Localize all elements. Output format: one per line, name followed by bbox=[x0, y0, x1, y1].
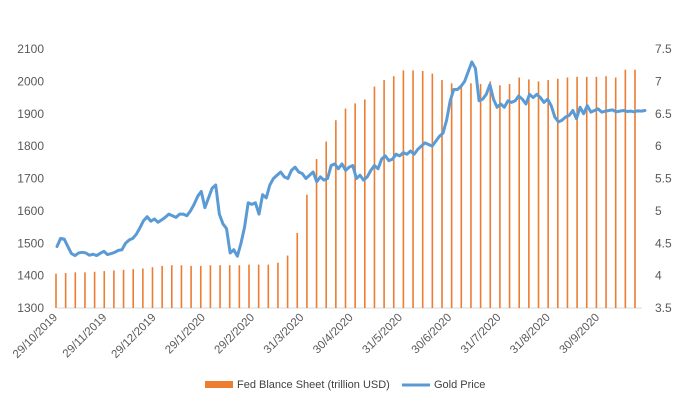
fed-balance-bar bbox=[190, 265, 192, 308]
fed-balance-bar bbox=[576, 76, 578, 308]
fed-balance-bar bbox=[518, 77, 520, 309]
fed-balance-bar bbox=[354, 103, 356, 308]
x-tick-label: 29/2/2020 bbox=[213, 312, 258, 357]
fed-balance-bar bbox=[286, 255, 289, 308]
fed-balance-bar bbox=[199, 265, 202, 308]
fed-balance-bar bbox=[441, 80, 443, 308]
fed-balance-bar bbox=[151, 267, 154, 308]
y-right-tick-label: 6.5 bbox=[655, 107, 672, 121]
fed-balance-bar bbox=[306, 194, 308, 308]
fed-balance-bar bbox=[431, 73, 434, 308]
fed-balance-bar bbox=[624, 69, 627, 308]
fed-balance-bar bbox=[64, 273, 67, 308]
x-tick-label: 31/5/2020 bbox=[360, 312, 405, 357]
x-tick-label: 29/11/2019 bbox=[61, 312, 110, 361]
fed-balance-bar bbox=[489, 81, 492, 309]
y-right-tick-label: 6 bbox=[655, 139, 662, 153]
fed-balance-bar bbox=[595, 76, 598, 308]
y-right-tick-label: 4.5 bbox=[655, 236, 672, 250]
y-left-tick-label: 1400 bbox=[17, 269, 44, 283]
fed-balance-bar bbox=[364, 99, 366, 308]
fed-balance-bar bbox=[392, 76, 395, 308]
y-left-tick-label: 1800 bbox=[17, 139, 44, 153]
x-tick-label: 30/4/2020 bbox=[311, 312, 356, 357]
fed-balance-bar bbox=[605, 76, 607, 308]
fed-balance-bar bbox=[209, 265, 212, 308]
y-left-tick-label: 1500 bbox=[17, 236, 44, 250]
fed-balance-bar bbox=[547, 80, 549, 308]
x-tick-label: 29/10/2019 bbox=[11, 312, 60, 361]
y-left-tick-label: 1700 bbox=[17, 172, 44, 186]
x-tick-label: 30/6/2020 bbox=[410, 312, 455, 357]
gold-price-line bbox=[55, 60, 647, 258]
fed-balance-bar bbox=[113, 270, 115, 308]
fed-balance-bar bbox=[315, 159, 318, 308]
x-tick-label: 31/8/2020 bbox=[508, 312, 553, 357]
y-right-tick-label: 4 bbox=[655, 269, 662, 283]
fed-balance-bar bbox=[402, 70, 405, 309]
fed-balance-bar bbox=[450, 83, 453, 308]
fed-balance-bar bbox=[508, 83, 511, 308]
x-tick-label: 29/1/2020 bbox=[163, 312, 208, 357]
y-left-tick-label: 1600 bbox=[17, 204, 44, 218]
fed-balance-bar bbox=[499, 85, 501, 308]
x-tick-label: 31/7/2020 bbox=[459, 312, 504, 357]
y-right-tick-label: 3.5 bbox=[655, 301, 672, 315]
fed-balance-bar bbox=[161, 265, 163, 308]
fed-balance-bar bbox=[479, 83, 482, 308]
y-left-tick-label: 2000 bbox=[17, 74, 44, 88]
fed-balance-bar bbox=[267, 264, 270, 308]
fed-balance-bar bbox=[74, 272, 77, 308]
fed-balance-bar bbox=[566, 77, 569, 309]
fed-balance-bar bbox=[528, 79, 530, 309]
fed-balance-bar bbox=[228, 265, 231, 308]
y-left-tick-label: 1900 bbox=[17, 107, 44, 121]
fed-balance-bar bbox=[103, 271, 106, 308]
fed-balance-bar bbox=[122, 269, 125, 308]
fed-balance-bar bbox=[557, 78, 559, 308]
fed-balance-bar bbox=[634, 69, 636, 308]
fed-balance-bar bbox=[585, 76, 588, 308]
fed-balance-bar bbox=[277, 262, 279, 308]
fed-balance-bar bbox=[344, 108, 347, 308]
x-tick-label: 31/3/2020 bbox=[262, 312, 307, 357]
fed-balance-bar bbox=[171, 265, 173, 308]
legend-label-gold-price: Gold Price bbox=[434, 379, 485, 391]
fed-balance-bar bbox=[296, 232, 299, 308]
fed-balance-bar bbox=[257, 264, 260, 308]
fed-balance-bar bbox=[325, 141, 327, 308]
fed-balance-bar bbox=[470, 83, 472, 308]
fed-balance-bar bbox=[55, 273, 57, 308]
x-tick-label: 30/9/2020 bbox=[557, 312, 602, 357]
fed-balance-bar bbox=[373, 86, 376, 308]
fed-balance-bar bbox=[335, 120, 337, 308]
fed-balance-bar bbox=[383, 80, 385, 308]
legend-swatch-fed-balance bbox=[205, 381, 233, 388]
y-right-tick-label: 7.5 bbox=[655, 42, 672, 56]
y-right-tick-label: 7 bbox=[655, 74, 662, 88]
y-right-tick-label: 5 bbox=[655, 204, 662, 218]
fed-balance-bar bbox=[238, 265, 241, 308]
fed-balance-bar bbox=[537, 81, 540, 309]
y-right-tick-label: 5.5 bbox=[655, 172, 672, 186]
fed-balance-bar bbox=[180, 265, 183, 308]
legend-label-fed-balance: Fed Blance Sheet (trillion USD) bbox=[237, 379, 390, 391]
fed-balance-bar bbox=[412, 70, 414, 309]
fed-balance-bar bbox=[219, 265, 221, 308]
fed-balance-bar bbox=[132, 269, 134, 308]
fed-balance-bar bbox=[460, 84, 463, 308]
fed-balance-bar bbox=[93, 271, 96, 308]
fed-balance-bar bbox=[142, 268, 144, 308]
fed-balance-bar bbox=[248, 264, 250, 308]
fed-balance-bar bbox=[421, 71, 424, 308]
y-left-tick-label: 1300 bbox=[17, 301, 44, 315]
x-tick-label: 29/12/2019 bbox=[109, 312, 158, 361]
fed-balance-bar bbox=[84, 272, 86, 308]
y-left-tick-label: 2100 bbox=[17, 42, 44, 56]
fed-balance-bar bbox=[614, 77, 617, 309]
